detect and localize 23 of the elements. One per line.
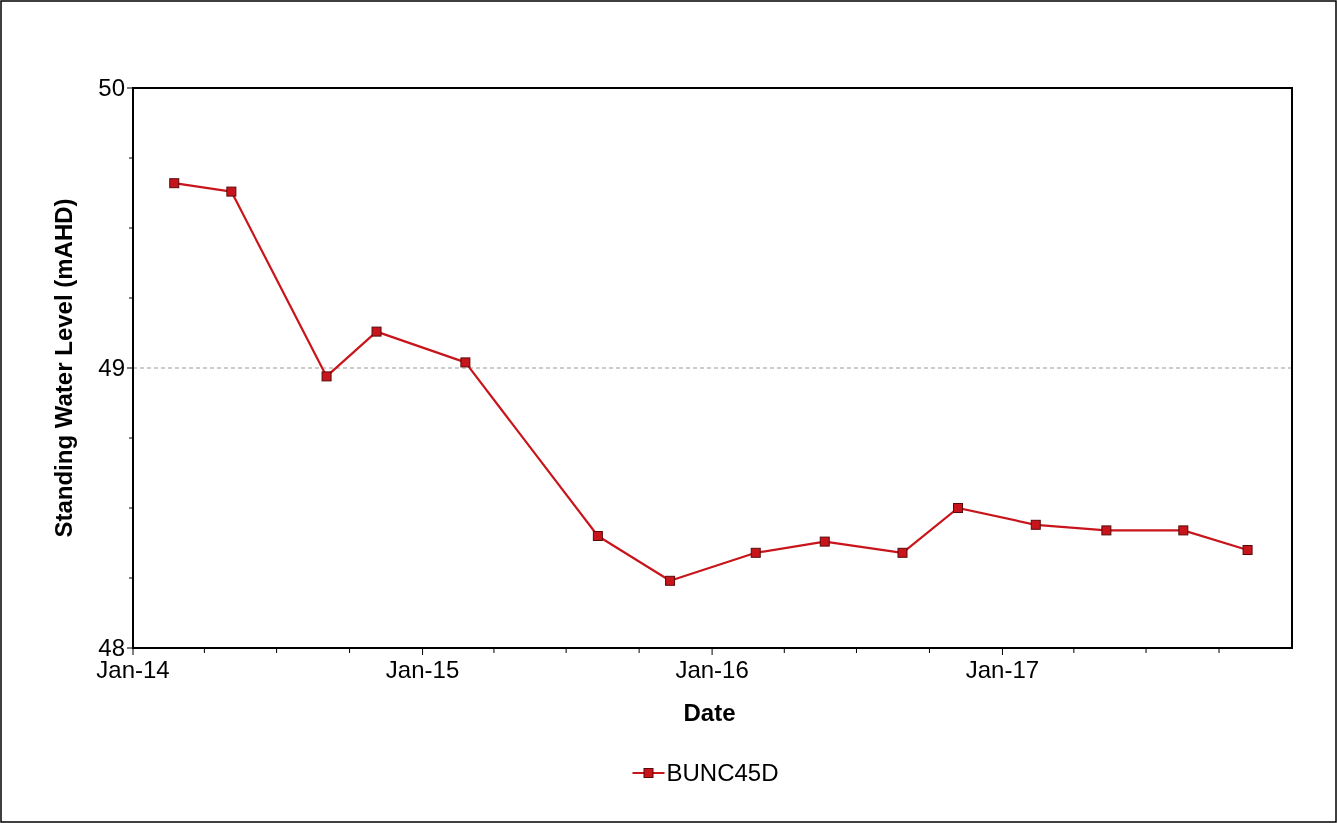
y-axis-title: Standing Water Level (mAHD) bbox=[50, 198, 77, 538]
point bbox=[1178, 525, 1189, 536]
point bbox=[592, 531, 603, 541]
point bbox=[1101, 525, 1112, 536]
point bbox=[1030, 519, 1041, 530]
point bbox=[897, 547, 908, 558]
x-axis-title: Date bbox=[683, 699, 736, 726]
legend-label: BUNC45D bbox=[666, 759, 779, 787]
x-tick-label: Jan-17 bbox=[965, 656, 1040, 683]
y-tick-label: 50 bbox=[98, 74, 125, 102]
point bbox=[321, 371, 332, 382]
x-tick-label: Jan-15 bbox=[385, 656, 460, 683]
point bbox=[1242, 545, 1253, 555]
point bbox=[371, 326, 382, 337]
point bbox=[226, 186, 237, 197]
point bbox=[169, 178, 180, 189]
point bbox=[953, 503, 964, 513]
y-tick-label: 49 bbox=[98, 354, 125, 382]
point bbox=[750, 547, 761, 558]
point bbox=[460, 357, 471, 368]
point bbox=[665, 575, 676, 586]
point bbox=[819, 536, 830, 547]
x-tick-label: Jan-16 bbox=[675, 656, 749, 683]
